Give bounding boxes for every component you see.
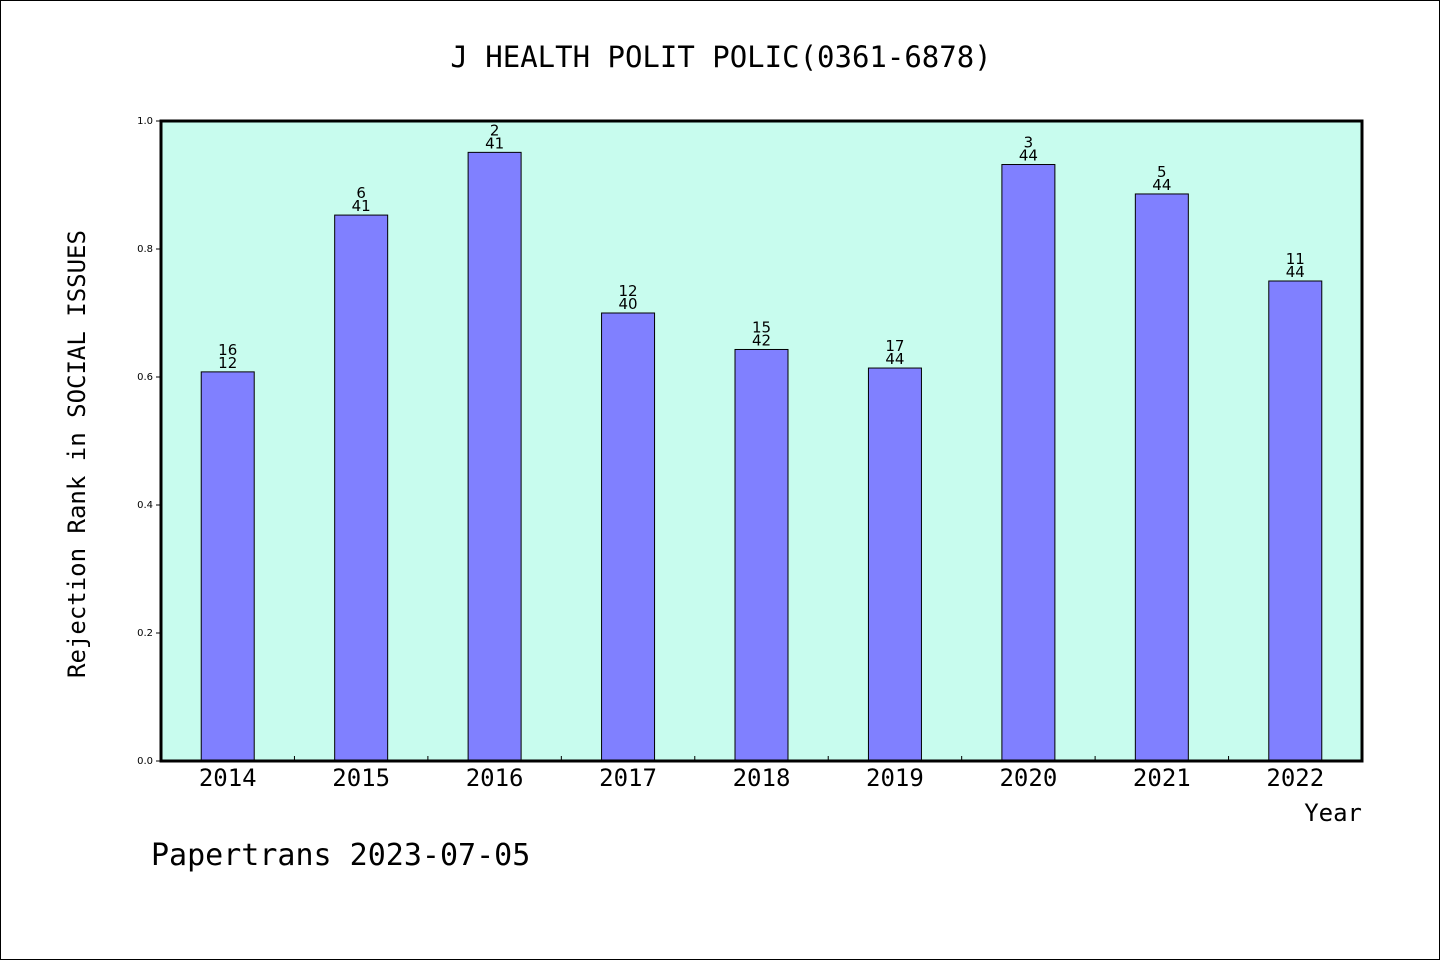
x-tick-label-2022: 2022 <box>1266 764 1324 792</box>
y-tick-label: 0.8 <box>137 244 153 255</box>
bar-label-total-2021: 44 <box>1152 176 1171 194</box>
bar-2016 <box>467 151 522 762</box>
plot-border <box>159 119 1364 763</box>
x-tick-label-2018: 2018 <box>733 764 791 792</box>
bar-label-rank-2017: 12 <box>619 282 638 300</box>
y-tick-label: 0.6 <box>137 372 153 383</box>
bar-2019 <box>867 367 922 762</box>
x-tick-label-2021: 2021 <box>1133 764 1191 792</box>
x-tick-label-2015: 2015 <box>332 764 390 792</box>
x-tick-label-2020: 2020 <box>999 764 1057 792</box>
x-tick-label-2019: 2019 <box>866 764 924 792</box>
chart-title: J HEALTH POLIT POLIC(0361-6878) <box>450 40 991 74</box>
bar-2015 <box>334 214 389 762</box>
bar-label-total-2014: 12 <box>218 354 237 372</box>
bar-label-rank-2016: 2 <box>490 121 500 139</box>
y-tick-label: 0.4 <box>137 500 153 511</box>
bar-label-rank-2014: 16 <box>218 341 237 359</box>
x-axis-title: Year <box>1304 799 1362 827</box>
bar-2017 <box>601 312 656 762</box>
bar-label-total-2015: 41 <box>352 197 371 215</box>
bar-label-rank-2020: 3 <box>1024 134 1034 152</box>
bar-label-rank-2022: 11 <box>1286 250 1305 268</box>
bar-label-rank-2019: 17 <box>885 337 904 355</box>
bar-label-rank-2015: 6 <box>356 184 366 202</box>
bar-2014 <box>200 371 255 762</box>
x-tick-label-2017: 2017 <box>599 764 657 792</box>
y-tick-label: 0.2 <box>137 628 153 639</box>
footer-date-stamp: Papertrans 2023-07-05 <box>151 838 530 873</box>
y-tick-label: 1.0 <box>137 116 153 127</box>
bar-label-total-2017: 40 <box>619 295 638 313</box>
bar-label-total-2018: 42 <box>752 331 771 349</box>
bar-label-total-2022: 44 <box>1286 263 1305 281</box>
y-tick-label: 0.0 <box>137 756 153 767</box>
y-axis-title: Rejection Rank in SOCIAL ISSUES <box>63 230 91 678</box>
bar-2020 <box>1001 164 1056 762</box>
bar-label-rank-2018: 15 <box>752 318 771 336</box>
bar-label-rank-2021: 5 <box>1157 163 1167 181</box>
x-tick-label-2016: 2016 <box>466 764 524 792</box>
bar-2018 <box>734 348 789 762</box>
bar-label-total-2019: 44 <box>885 350 904 368</box>
bar-2021 <box>1134 193 1189 762</box>
bar-label-total-2016: 41 <box>485 134 504 152</box>
x-tick-label-2014: 2014 <box>199 764 257 792</box>
ticks-group: 2014 2015 2016 2017 2018 2019 2020 2021 2022 0.0 0… <box>137 116 1324 792</box>
bar-2022 <box>1268 280 1323 762</box>
bar-label-total-2020: 44 <box>1019 147 1038 165</box>
